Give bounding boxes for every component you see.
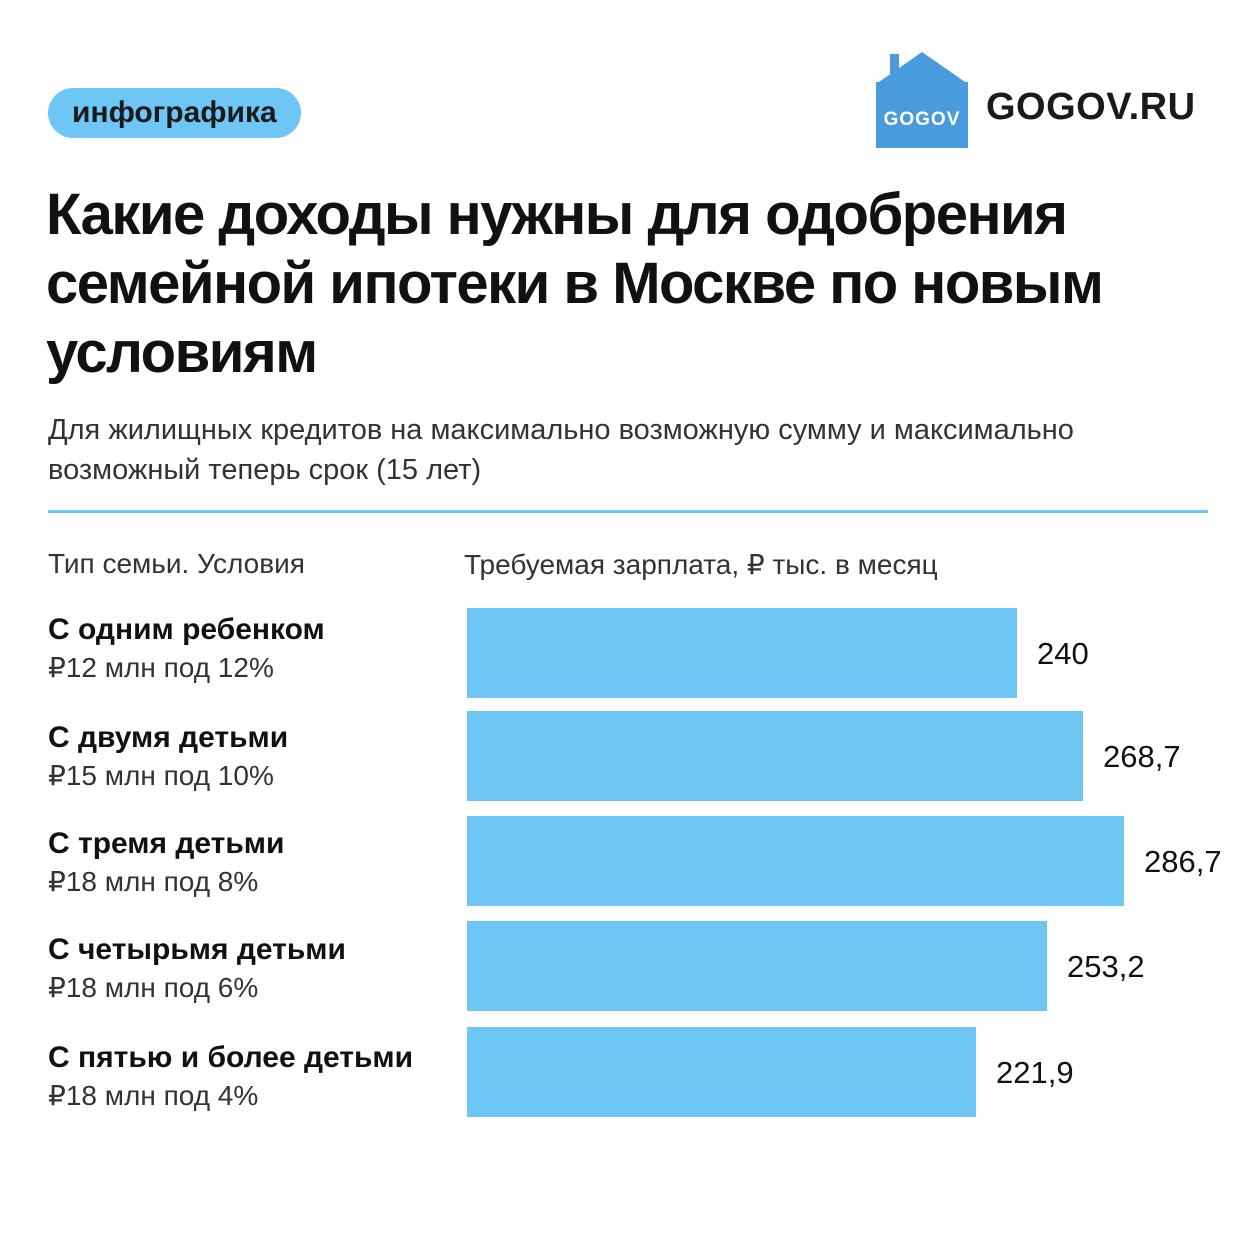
house-logo-icon: GOGOV — [876, 50, 968, 148]
bar-1 — [467, 608, 1017, 698]
bar-2 — [467, 711, 1083, 801]
row-name: С четырьмя детьми — [48, 933, 346, 966]
row-name: С двумя детьми — [48, 721, 289, 754]
brand-name: GOGOV.RU — [986, 86, 1196, 128]
bar-3 — [467, 816, 1124, 906]
row-condition: ₽18 млн под 4% — [48, 1080, 259, 1111]
bar-5 — [467, 1027, 976, 1117]
row-label-5: С пятью и более детьми ₽18 млн под 4% — [48, 1040, 458, 1116]
row-label-4: С четырьмя детьми ₽18 млн под 6% — [48, 932, 458, 1008]
row-name: С тремя детьми — [48, 827, 285, 860]
row-condition: ₽18 млн под 6% — [48, 972, 259, 1003]
page-title: Какие доходы нужны для одобрения семейно… — [46, 182, 1104, 385]
row-condition: ₽18 млн под 8% — [48, 866, 259, 897]
page-subtitle: Для жилищных кредитов на максимально воз… — [48, 414, 1074, 486]
category-badge: инфографика — [48, 88, 301, 138]
row-label-3: С тремя детьми ₽18 млн под 8% — [48, 826, 458, 902]
column-header-salary: Требуемая зарплата, ₽ тыс. в месяц — [464, 549, 938, 580]
bar-value-label: 253,2 — [1067, 949, 1145, 984]
row-name: С одним ребенком — [48, 613, 325, 646]
bar-value-label: 221,9 — [996, 1055, 1074, 1090]
row-label-1: С одним ребенком ₽12 млн под 12% — [48, 612, 458, 688]
bar-value-label: 286,7 — [1144, 844, 1222, 879]
logo-text: GOGOV — [884, 109, 961, 130]
column-header-family: Тип семьи. Условия — [48, 548, 305, 579]
bar-value-label: 240 — [1037, 636, 1089, 671]
row-name: С пятью и более детьми — [48, 1041, 414, 1074]
bar-value-label: 268,7 — [1103, 739, 1181, 774]
bar-4 — [467, 921, 1047, 1011]
row-condition: ₽12 млн под 12% — [48, 652, 274, 683]
row-condition: ₽15 млн под 10% — [48, 760, 274, 791]
divider — [48, 510, 1208, 513]
row-label-2: С двумя детьми ₽15 млн под 10% — [48, 720, 458, 796]
